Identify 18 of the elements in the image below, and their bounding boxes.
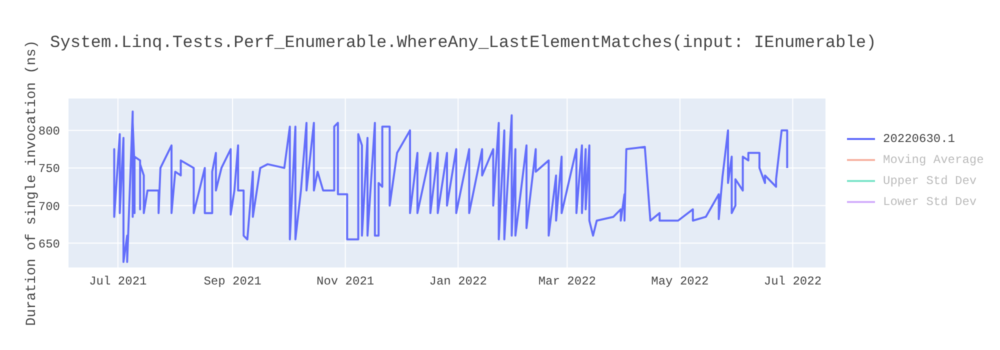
line-series xyxy=(113,110,788,263)
x-tick-label: May 2022 xyxy=(651,274,709,289)
x-tick-label: Jul 2022 xyxy=(764,274,822,289)
y-axis-title: Duration of single invocation (ns) xyxy=(24,40,40,326)
legend-label: Moving Average xyxy=(883,152,984,166)
x-tick-label: Sep 2021 xyxy=(204,274,262,289)
x-tick-label: Nov 2021 xyxy=(316,274,374,289)
legend-label: 20220630.1 xyxy=(883,132,956,146)
y-tick-label: 700 xyxy=(38,200,60,214)
x-tick-label: Jul 2021 xyxy=(89,274,147,289)
x-tick-label: Jan 2022 xyxy=(429,274,487,289)
y-tick-label: 800 xyxy=(38,124,60,139)
y-tick-label: 750 xyxy=(38,162,60,176)
chart-title: System.Linq.Tests.Perf_Enumerable.WhereAny_LastElementMatches(input: IEnumerable) xyxy=(50,34,876,53)
legend-label: Lower Std Dev xyxy=(883,194,977,208)
x-tick-label: Mar 2022 xyxy=(538,274,596,289)
legend-label: Upper Std Dev xyxy=(883,174,977,188)
y-tick-label: 650 xyxy=(38,237,60,252)
